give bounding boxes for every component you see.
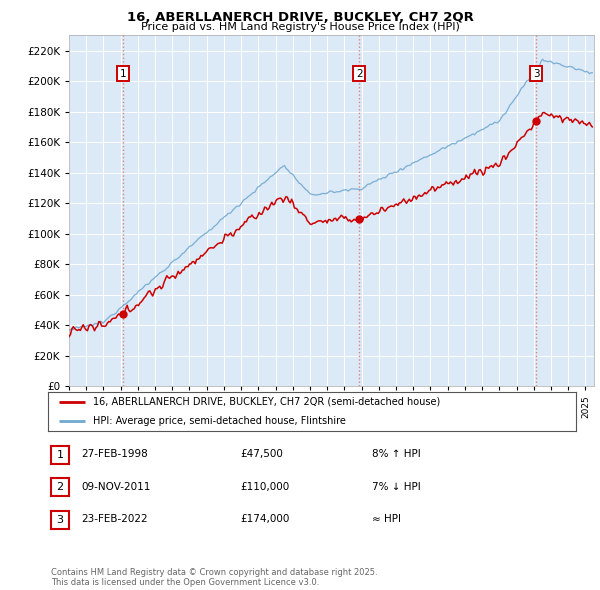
Text: Contains HM Land Registry data © Crown copyright and database right 2025.
This d: Contains HM Land Registry data © Crown c… — [51, 568, 377, 587]
Text: 7% ↓ HPI: 7% ↓ HPI — [372, 482, 421, 491]
Text: Price paid vs. HM Land Registry's House Price Index (HPI): Price paid vs. HM Land Registry's House … — [140, 22, 460, 32]
Text: £174,000: £174,000 — [240, 514, 289, 524]
Text: 2: 2 — [56, 483, 64, 492]
Text: 8% ↑ HPI: 8% ↑ HPI — [372, 450, 421, 459]
Text: HPI: Average price, semi-detached house, Flintshire: HPI: Average price, semi-detached house,… — [93, 416, 346, 426]
Text: 16, ABERLLANERCH DRIVE, BUCKLEY, CH7 2QR (semi-detached house): 16, ABERLLANERCH DRIVE, BUCKLEY, CH7 2QR… — [93, 397, 440, 407]
Text: 1: 1 — [56, 450, 64, 460]
Text: 2: 2 — [356, 68, 362, 78]
Text: 3: 3 — [533, 68, 539, 78]
Text: 23-FEB-2022: 23-FEB-2022 — [81, 514, 148, 524]
Text: ≈ HPI: ≈ HPI — [372, 514, 401, 524]
Text: 1: 1 — [120, 68, 127, 78]
Text: £110,000: £110,000 — [240, 482, 289, 491]
Text: 27-FEB-1998: 27-FEB-1998 — [81, 450, 148, 459]
Text: 3: 3 — [56, 515, 64, 525]
Text: 09-NOV-2011: 09-NOV-2011 — [81, 482, 151, 491]
Text: £47,500: £47,500 — [240, 450, 283, 459]
Text: 16, ABERLLANERCH DRIVE, BUCKLEY, CH7 2QR: 16, ABERLLANERCH DRIVE, BUCKLEY, CH7 2QR — [127, 11, 473, 24]
